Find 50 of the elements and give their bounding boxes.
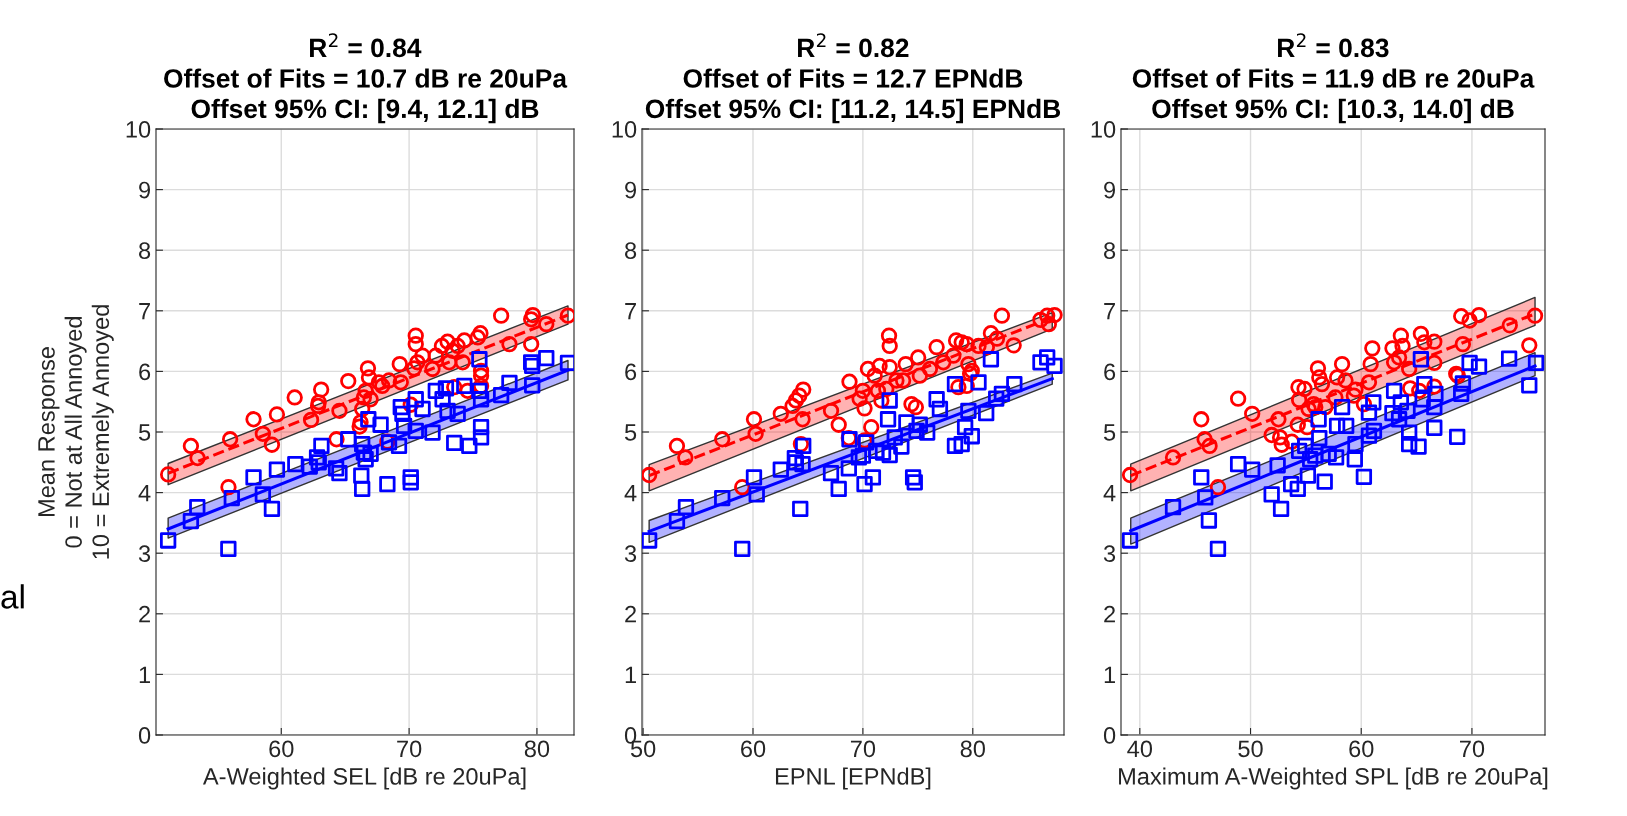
y-tick-label: 2 (625, 605, 636, 623)
y-tick-label: 5 (624, 424, 637, 441)
y-tick-label: 2 (139, 605, 150, 623)
text: al (1, 584, 24, 609)
x-tick-label: 60 (269, 740, 294, 758)
x-axis-title: Maximum A-Weighted SPL [dB re 20uPa] (1119, 767, 1548, 790)
chart-title: R$^{2}$ = 0.84 Offset of Fits = 10.7 dB re 20uPa Offset 95% CI: [9.4, 12.1] dB (164, 33, 568, 124)
y-tick-label: 9 (625, 181, 637, 199)
y-tick-label: 1 (1104, 666, 1115, 683)
x-tick-label: 70 (397, 740, 422, 758)
y-tick-label: 5 (138, 424, 151, 441)
y-tick-label: 8 (625, 242, 637, 259)
y-tick-label: 3 (138, 545, 151, 562)
x-tick-label: 40 (1127, 740, 1153, 758)
y-tick-label: 6 (1104, 363, 1116, 381)
chart-title: R$^{2}$ = 0.83 Offset of Fits = 11.9 dB re 20uPa Offset 95% CI: [10.3, 14.0] dB (1132, 33, 1535, 124)
y-tick-label: 3 (624, 545, 637, 562)
y-tick-label: 10 (612, 121, 637, 138)
y-tick-label: 9 (139, 181, 151, 199)
x-tick-label: 80 (524, 740, 550, 758)
y-tick-label: 4 (1103, 484, 1116, 502)
y-tick-label: 5 (1103, 424, 1116, 441)
y-tick-label: 3 (1103, 545, 1116, 562)
x-axis-title: A-Weighted SEL [dB re 20uPa] (202, 767, 526, 790)
x-axis-title: EPNL [EPNdB] (775, 767, 931, 790)
y-tick-label: 4 (624, 484, 637, 502)
x-tick-label: 50 (1238, 740, 1263, 758)
y-tick-label: 4 (138, 484, 151, 502)
y-axis-title: Mean Response 0 = Not at All Annoyed 10 = Extremely Annoyed (38, 305, 114, 559)
x-tick-label: 70 (850, 740, 876, 758)
y-tick-label: 0 (138, 727, 151, 744)
y-tick-label: 7 (1104, 303, 1115, 320)
y-tick-label: 1 (625, 666, 636, 683)
y-tick-label: 1 (139, 666, 150, 683)
x-tick-label: 80 (960, 740, 985, 758)
x-tick-label: 60 (1349, 740, 1374, 758)
y-tick-label: 0 (1103, 727, 1116, 744)
y-tick-label: 6 (139, 363, 151, 381)
y-tick-label: 9 (1104, 181, 1116, 199)
x-tick-label: 60 (741, 740, 766, 758)
y-tick-label: 7 (139, 303, 150, 320)
chart-title: R$^{2}$ = 0.82 Offset of Fits = 12.7 EPNdB Offset 95% CI: [11.2, 14.5] EPNdB (645, 33, 1061, 124)
y-tick-label: 10 (1091, 121, 1116, 138)
y-tick-label: 2 (1104, 605, 1115, 623)
y-tick-label: 7 (625, 303, 636, 320)
y-tick-label: 6 (625, 363, 637, 381)
y-tick-label: 10 (126, 121, 151, 138)
y-tick-label: 8 (1104, 242, 1116, 259)
y-tick-label: 8 (139, 242, 151, 259)
x-tick-label: 70 (1460, 740, 1485, 758)
